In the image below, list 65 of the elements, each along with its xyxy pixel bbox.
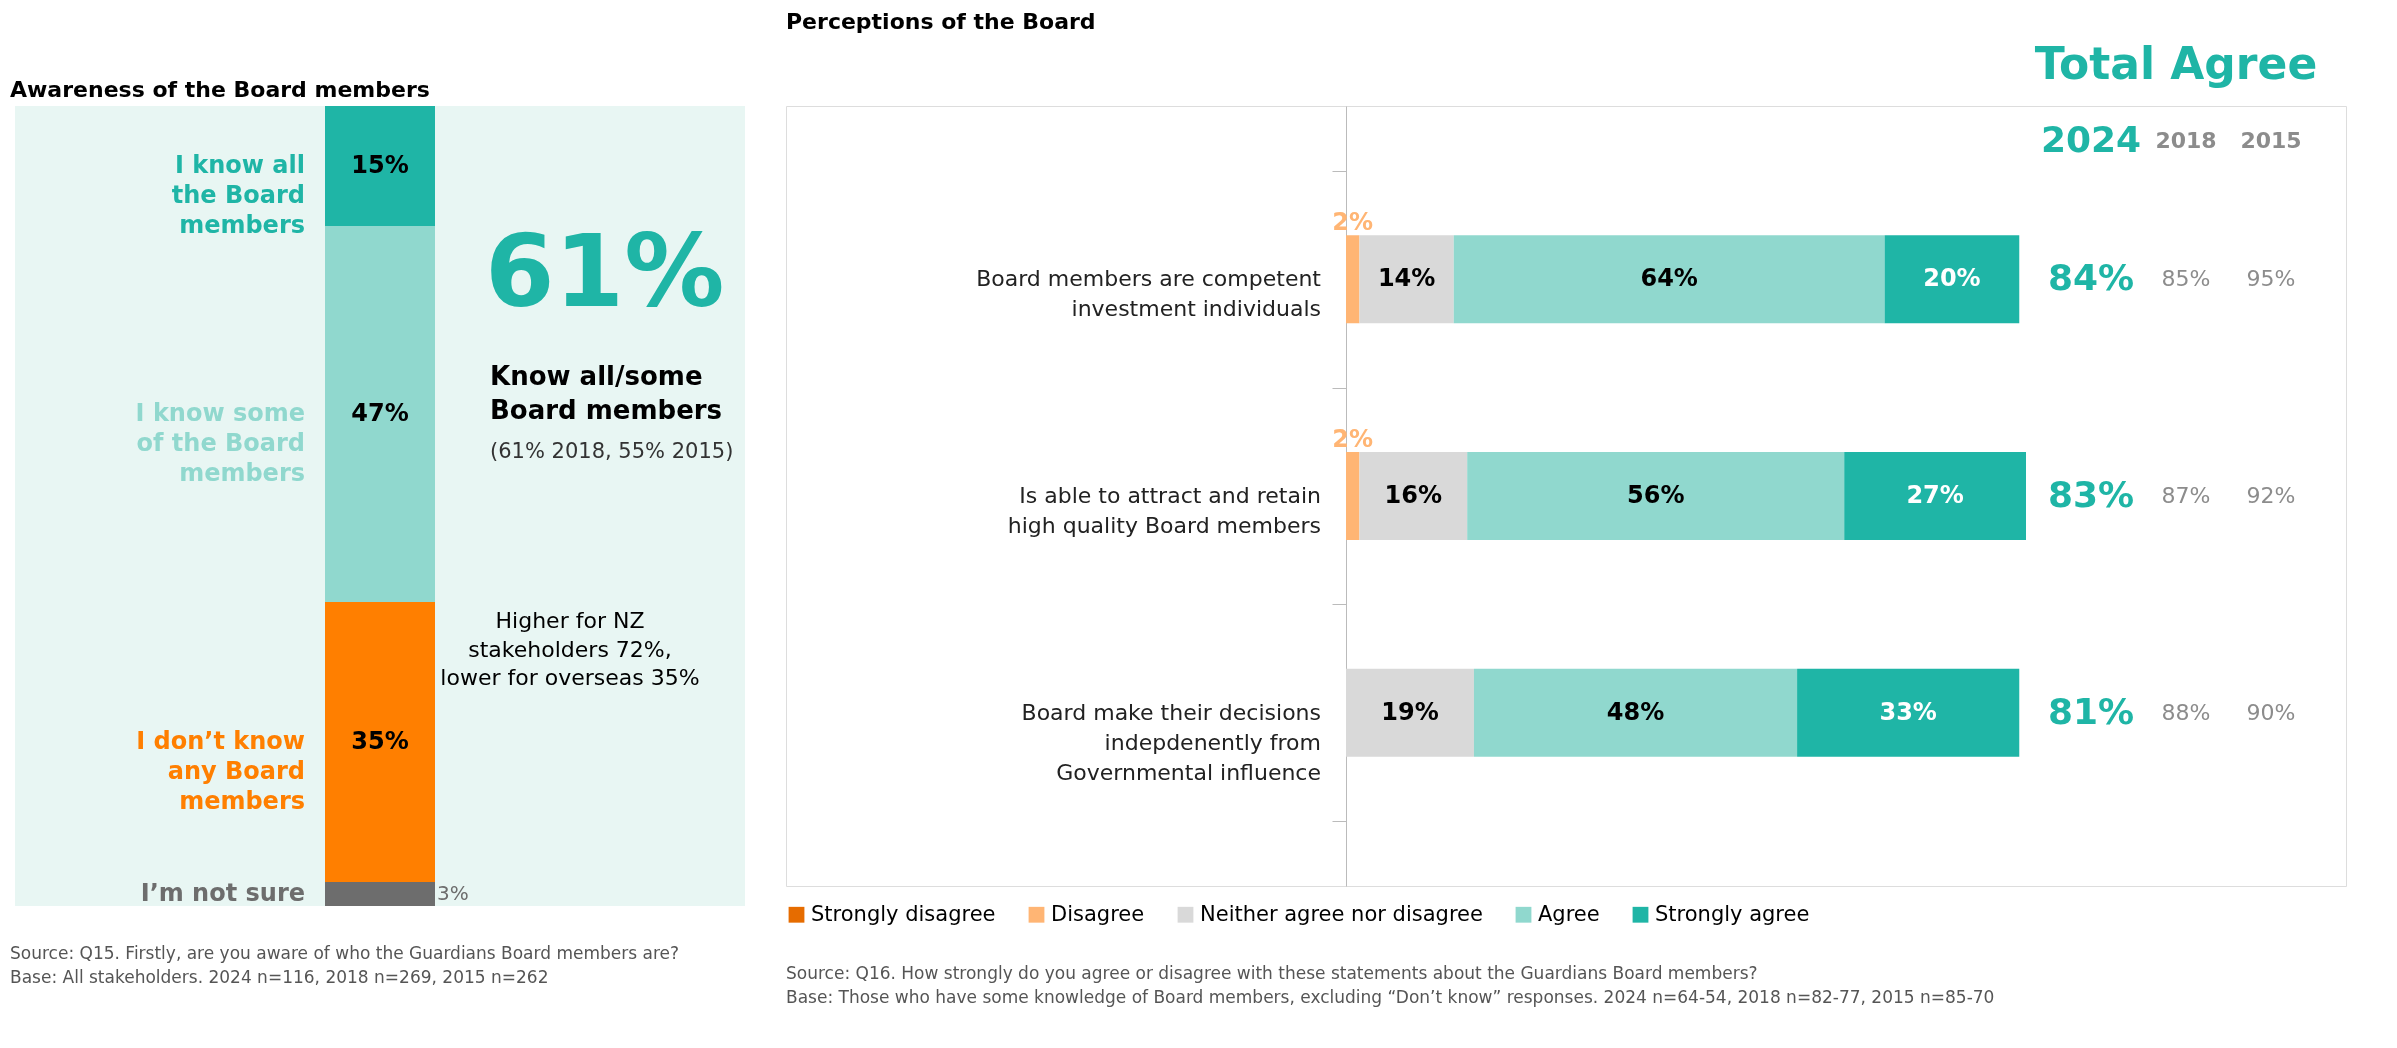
data-label: 19% xyxy=(1381,697,1439,726)
data-label: 20% xyxy=(1923,264,1981,293)
text: Base: Those who have some knowledge of Board members, excluding “Don’t know” responses. 2024 n=64-54, 2018 n=82-77, 2015 n=85-70 xyxy=(786,987,1995,1007)
text: 95% xyxy=(2246,266,2296,292)
series-label: I don’t know any Board members xyxy=(136,727,305,815)
bar xyxy=(1797,668,2020,757)
text: 87% xyxy=(2161,483,2211,508)
bar xyxy=(1473,668,1798,757)
data-label: 27% xyxy=(1906,481,1964,509)
text: Higher for NZ stakeholders 72%, lower for overseas 35% xyxy=(440,608,700,691)
text: 84% xyxy=(2047,257,2135,299)
data-label: 35% xyxy=(351,727,409,755)
legend-label: Agree xyxy=(1538,901,1600,926)
data-label: 16% xyxy=(1384,481,1443,509)
series-label: I know some of the Board members xyxy=(135,399,305,487)
bar xyxy=(325,226,435,602)
data-label: 2% xyxy=(1332,208,1374,237)
data-label: 48% xyxy=(1606,697,1665,726)
text: Perceptions of the Board xyxy=(786,9,1096,34)
bar xyxy=(1359,235,1454,324)
data-label: 15% xyxy=(351,151,409,179)
legend-label: Strongly agree xyxy=(1655,901,1810,926)
series-label: I know all the Board members xyxy=(171,151,305,239)
text: Total Agree xyxy=(2034,38,2318,89)
legend-label: Neither agree nor disagree xyxy=(1200,901,1483,926)
data-label: 3% xyxy=(437,881,469,905)
source-note: Source: Q15. Firstly, are you aware of who the Guardians Board members are? xyxy=(10,943,680,963)
bar xyxy=(1844,452,2026,540)
legend-label: Disagree xyxy=(1051,901,1145,926)
text: Know all/some Board members xyxy=(490,361,723,425)
series-label: I’m not sure xyxy=(140,879,305,907)
bar xyxy=(325,602,435,882)
text: Base: All stakeholders. 2024 n=116, 2018 n=269, 2015 n=262 xyxy=(10,967,549,987)
legend-label: Strongly disagree xyxy=(811,901,996,926)
text: 81% xyxy=(2047,690,2135,732)
text: 61% xyxy=(485,213,725,330)
text: 2015 xyxy=(2240,128,2302,153)
data-label: 56% xyxy=(1626,481,1685,509)
text: 2018 xyxy=(2155,128,2217,153)
bar xyxy=(1359,452,1468,540)
bar xyxy=(325,882,435,906)
y-tick-label: Is able to attract and retain high quality Board members xyxy=(1007,483,1321,538)
bar xyxy=(325,106,435,226)
bar xyxy=(1453,235,1885,324)
data-label: 2% xyxy=(1332,425,1374,453)
text: 90% xyxy=(2246,699,2296,725)
bar xyxy=(1346,668,1474,757)
text: 85% xyxy=(2161,266,2211,292)
data-label: 33% xyxy=(1879,697,1937,726)
data-label: 14% xyxy=(1377,264,1436,293)
text: (61% 2018, 55% 2015) xyxy=(490,439,734,463)
bar xyxy=(1346,235,1360,324)
text: 92% xyxy=(2246,483,2296,508)
y-tick-label: Board make their decisions indepdenently from Governmental influence xyxy=(1021,699,1321,785)
text: 2024 xyxy=(2040,119,2142,160)
chart-title: Awareness of the Board members xyxy=(10,77,430,102)
data-label: 64% xyxy=(1640,264,1698,293)
source-note: Source: Q16. How strongly do you agree or disagree with these statements about the Guardians Board members? xyxy=(786,963,1758,983)
bar xyxy=(1467,452,1845,540)
data-label: 47% xyxy=(351,399,409,427)
bar xyxy=(1884,235,2020,324)
y-tick-label: Board members are competent investment individuals xyxy=(976,266,1322,322)
bar xyxy=(1346,452,1360,540)
text: 83% xyxy=(2047,474,2135,515)
text: 88% xyxy=(2161,699,2211,725)
